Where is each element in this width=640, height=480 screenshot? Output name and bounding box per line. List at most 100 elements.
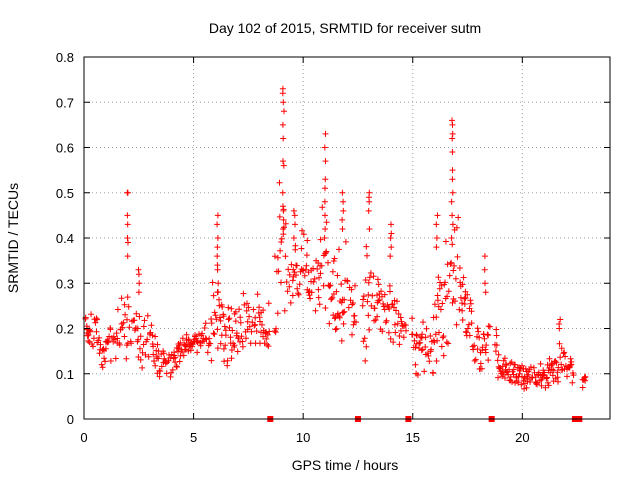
data-point — [135, 271, 142, 278]
data-point — [462, 295, 469, 301]
data-point — [433, 244, 440, 251]
data-point — [299, 227, 305, 234]
data-point — [442, 238, 449, 245]
data-point — [340, 320, 347, 327]
data-point — [259, 321, 265, 328]
data-point — [386, 305, 393, 312]
data-point — [321, 144, 328, 151]
data-point — [375, 297, 382, 304]
data-point — [449, 167, 456, 174]
data-point — [322, 158, 329, 165]
data-point — [317, 270, 324, 277]
data-point — [422, 344, 429, 350]
data-point — [433, 235, 440, 241]
data-point — [388, 244, 395, 251]
data-point — [370, 273, 377, 280]
data-point — [419, 331, 426, 338]
data-point — [322, 185, 328, 192]
data-point — [359, 302, 366, 309]
data-point — [308, 289, 315, 296]
data-point — [426, 358, 433, 365]
data-point — [450, 267, 457, 274]
data-point — [281, 108, 287, 115]
data-point — [226, 324, 233, 331]
data-point — [172, 354, 179, 361]
data-point — [199, 330, 206, 337]
data-point — [389, 301, 396, 308]
data-point — [167, 373, 174, 380]
data-point — [383, 317, 390, 324]
data-point — [502, 375, 508, 381]
data-point — [459, 317, 466, 323]
data-point — [110, 333, 117, 340]
data-point — [180, 352, 187, 359]
data-point — [214, 345, 221, 352]
data-point — [125, 303, 132, 310]
data-point — [211, 331, 218, 338]
data-point — [436, 329, 442, 336]
y-tick-label: 0.6 — [56, 141, 74, 156]
data-point — [396, 341, 403, 348]
data-point — [333, 325, 340, 332]
data-point — [102, 345, 109, 352]
data-point — [519, 362, 525, 369]
data-point — [124, 316, 130, 323]
data-point — [237, 319, 244, 326]
data-point — [402, 322, 409, 329]
data-point — [316, 301, 323, 308]
data-point — [94, 316, 101, 323]
data-point — [493, 342, 500, 349]
data-point — [92, 319, 99, 326]
y-tick-label: 0.5 — [56, 186, 74, 201]
data-point — [542, 384, 549, 391]
data-point — [543, 375, 550, 382]
data-point — [202, 320, 209, 327]
data-point — [494, 357, 501, 364]
data-point — [476, 334, 483, 341]
data-point — [334, 272, 341, 279]
data-point — [507, 360, 514, 367]
data-point — [449, 176, 456, 183]
data-point — [93, 315, 100, 322]
data-point — [493, 332, 500, 339]
data-point — [412, 344, 419, 351]
data-point — [344, 278, 351, 285]
data-point — [481, 266, 488, 273]
data-point — [403, 327, 409, 334]
y-tick-label: 0.1 — [56, 367, 74, 382]
data-point — [295, 291, 302, 298]
data-point — [439, 300, 446, 307]
data-point — [274, 254, 281, 261]
data-point — [364, 298, 371, 305]
data-point — [151, 358, 157, 364]
data-point — [212, 312, 219, 319]
x-tick-label: 0 — [80, 430, 87, 445]
data-point — [456, 265, 463, 271]
data-point — [449, 241, 456, 248]
data-point — [381, 291, 388, 298]
data-point — [558, 345, 565, 352]
data-point — [445, 288, 452, 295]
data-point — [102, 358, 109, 365]
data-point — [352, 282, 358, 289]
data-point — [460, 274, 467, 281]
data-point — [194, 349, 201, 356]
data-point — [290, 207, 297, 214]
data-point — [336, 313, 343, 320]
data-point — [449, 121, 456, 128]
data-point — [136, 280, 143, 287]
data-point — [144, 312, 151, 319]
data-point — [101, 355, 108, 362]
data-point — [342, 238, 349, 245]
data-point — [222, 327, 229, 334]
data-point — [264, 331, 271, 338]
data-point — [137, 345, 143, 352]
data-point — [213, 316, 220, 323]
data-point — [239, 338, 246, 345]
data-point — [345, 304, 352, 311]
data-point — [253, 328, 260, 335]
data-point — [280, 207, 287, 214]
data-point — [561, 349, 568, 356]
data-point — [515, 379, 522, 386]
data-point — [452, 298, 458, 305]
